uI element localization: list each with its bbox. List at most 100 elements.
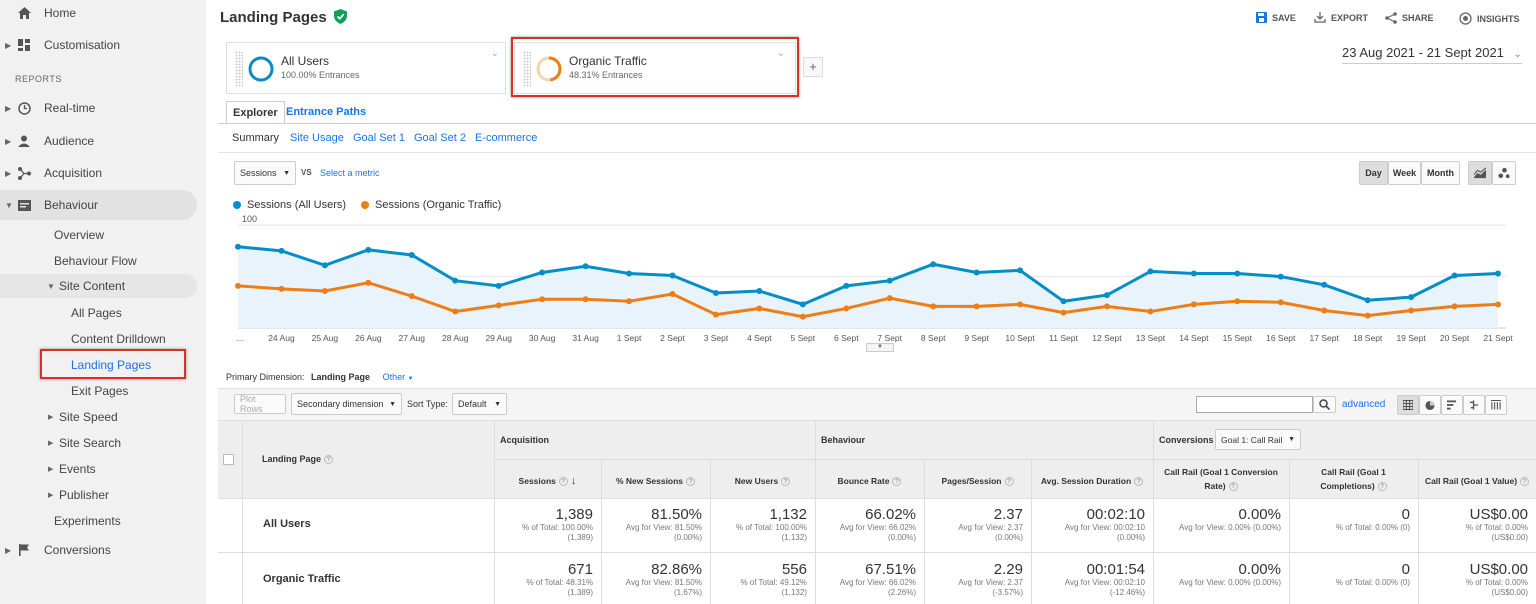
- help-icon[interactable]: ?: [892, 477, 902, 487]
- motion-chart-button[interactable]: [1492, 161, 1516, 185]
- segment-all-users[interactable]: All Users 100.00% Entrances ⌄: [226, 42, 506, 94]
- chevron-down-icon[interactable]: ⌄: [490, 48, 499, 59]
- data-point[interactable]: [1321, 307, 1328, 314]
- data-point[interactable]: [365, 246, 372, 253]
- add-segment-button[interactable]: +: [803, 57, 823, 77]
- data-point[interactable]: [1147, 308, 1154, 315]
- data-point[interactable]: [843, 282, 850, 289]
- advanced-filter-link[interactable]: advanced: [1342, 399, 1386, 410]
- data-point[interactable]: [365, 279, 372, 286]
- chevron-down-icon[interactable]: ⌄: [776, 48, 785, 59]
- help-icon[interactable]: ?: [1228, 482, 1238, 492]
- sort-type-select[interactable]: Default ▼: [452, 393, 507, 415]
- data-point[interactable]: [1408, 294, 1415, 301]
- line-chart-button[interactable]: [1468, 161, 1492, 185]
- data-point[interactable]: [756, 305, 763, 312]
- metric-select[interactable]: Sessions ▼: [234, 161, 296, 185]
- column-header[interactable]: Pages/Session?: [930, 474, 1025, 488]
- share-button[interactable]: SHARE: [1385, 12, 1434, 24]
- data-point[interactable]: [495, 302, 502, 309]
- data-point[interactable]: [235, 243, 241, 250]
- data-point[interactable]: [408, 293, 415, 300]
- column-header[interactable]: Call Rail (Goal 1 Conversion Rate)?: [1159, 465, 1283, 493]
- data-point[interactable]: [1147, 268, 1154, 275]
- data-point[interactable]: [278, 247, 285, 254]
- data-point[interactable]: [1451, 272, 1458, 279]
- chart-collapse-handle[interactable]: ▼: [866, 343, 894, 352]
- data-point[interactable]: [1017, 301, 1024, 308]
- help-icon[interactable]: ?: [324, 455, 334, 465]
- data-point[interactable]: [886, 295, 893, 302]
- tab-entrance-paths[interactable]: Entrance Paths: [286, 106, 367, 118]
- data-point[interactable]: [1234, 298, 1241, 305]
- data-point[interactable]: [582, 296, 589, 303]
- data-point[interactable]: [321, 287, 328, 294]
- week-button[interactable]: Week: [1388, 161, 1421, 185]
- data-point[interactable]: [799, 313, 806, 320]
- column-header[interactable]: Call Rail (Goal 1 Value)?: [1424, 474, 1530, 488]
- data-point[interactable]: [973, 269, 980, 276]
- data-point[interactable]: [669, 291, 676, 298]
- month-button[interactable]: Month: [1421, 161, 1460, 185]
- data-point[interactable]: [1017, 267, 1024, 274]
- select-all-checkbox[interactable]: [223, 454, 234, 465]
- data-point[interactable]: [1190, 301, 1197, 308]
- export-button[interactable]: EXPORT: [1314, 12, 1368, 23]
- data-point[interactable]: [799, 301, 806, 308]
- subtab-ecommerce[interactable]: E-commerce: [475, 132, 538, 144]
- help-icon[interactable]: ?: [1004, 477, 1014, 487]
- insights-button[interactable]: INSIGHTS: [1459, 12, 1520, 25]
- data-point[interactable]: [1364, 297, 1371, 304]
- data-point[interactable]: [886, 277, 893, 284]
- performance-view-button[interactable]: [1441, 395, 1463, 415]
- search-button[interactable]: [1313, 396, 1336, 413]
- column-header[interactable]: Bounce Rate?: [821, 474, 918, 488]
- data-point[interactable]: [973, 303, 980, 310]
- day-button[interactable]: Day: [1359, 161, 1388, 185]
- data-point[interactable]: [452, 308, 459, 315]
- column-header[interactable]: Sessions? ↓: [500, 474, 595, 488]
- tab-explorer[interactable]: Explorer: [226, 101, 285, 124]
- help-icon[interactable]: ?: [1377, 482, 1387, 492]
- col-landing-page[interactable]: Landing Page?: [262, 454, 334, 465]
- data-point[interactable]: [1277, 299, 1284, 306]
- data-point[interactable]: [408, 251, 415, 258]
- secondary-dimension-select[interactable]: Secondary dimension ▼: [291, 393, 402, 415]
- primary-dimension-value[interactable]: Landing Page: [311, 372, 371, 382]
- data-point[interactable]: [278, 285, 285, 292]
- data-point[interactable]: [1060, 309, 1067, 316]
- data-point[interactable]: [712, 290, 719, 297]
- data-point[interactable]: [495, 282, 502, 289]
- goal-select[interactable]: Goal 1: Call Rail ▼: [1215, 429, 1301, 450]
- data-point[interactable]: [1103, 303, 1110, 310]
- data-point[interactable]: [1060, 298, 1067, 305]
- data-point[interactable]: [539, 269, 546, 276]
- data-point[interactable]: [1234, 270, 1241, 277]
- help-icon[interactable]: ?: [686, 477, 696, 487]
- plot-rows-button[interactable]: Plot Rows: [234, 394, 286, 414]
- table-search-input[interactable]: [1196, 396, 1313, 413]
- data-point[interactable]: [669, 272, 676, 279]
- data-point[interactable]: [930, 261, 937, 268]
- data-point[interactable]: [626, 298, 633, 305]
- subtab-summary[interactable]: Summary: [232, 132, 280, 144]
- data-point[interactable]: [235, 282, 241, 289]
- segment-organic-traffic[interactable]: Organic Traffic 48.31% Entrances ⌄: [514, 42, 796, 94]
- data-point[interactable]: [843, 305, 850, 312]
- subtab-goal-set-2[interactable]: Goal Set 2: [414, 132, 466, 144]
- data-point[interactable]: [930, 303, 937, 310]
- data-point[interactable]: [756, 287, 763, 294]
- data-point[interactable]: [1103, 292, 1110, 299]
- subtab-goal-set-1[interactable]: Goal Set 1: [353, 132, 405, 144]
- data-point[interactable]: [452, 277, 459, 284]
- data-point[interactable]: [1495, 270, 1501, 277]
- select-metric-link[interactable]: Select a metric: [320, 168, 380, 178]
- date-range-picker[interactable]: 23 Aug 2021 - 21 Sept 2021 ⌄: [1342, 45, 1522, 64]
- data-point[interactable]: [626, 270, 633, 277]
- column-header[interactable]: New Users?: [716, 474, 809, 488]
- help-icon[interactable]: ?: [781, 477, 791, 487]
- data-point[interactable]: [1495, 301, 1501, 308]
- sort-descending-icon[interactable]: ↓: [567, 475, 577, 487]
- data-point[interactable]: [539, 296, 546, 303]
- data-point[interactable]: [321, 262, 328, 269]
